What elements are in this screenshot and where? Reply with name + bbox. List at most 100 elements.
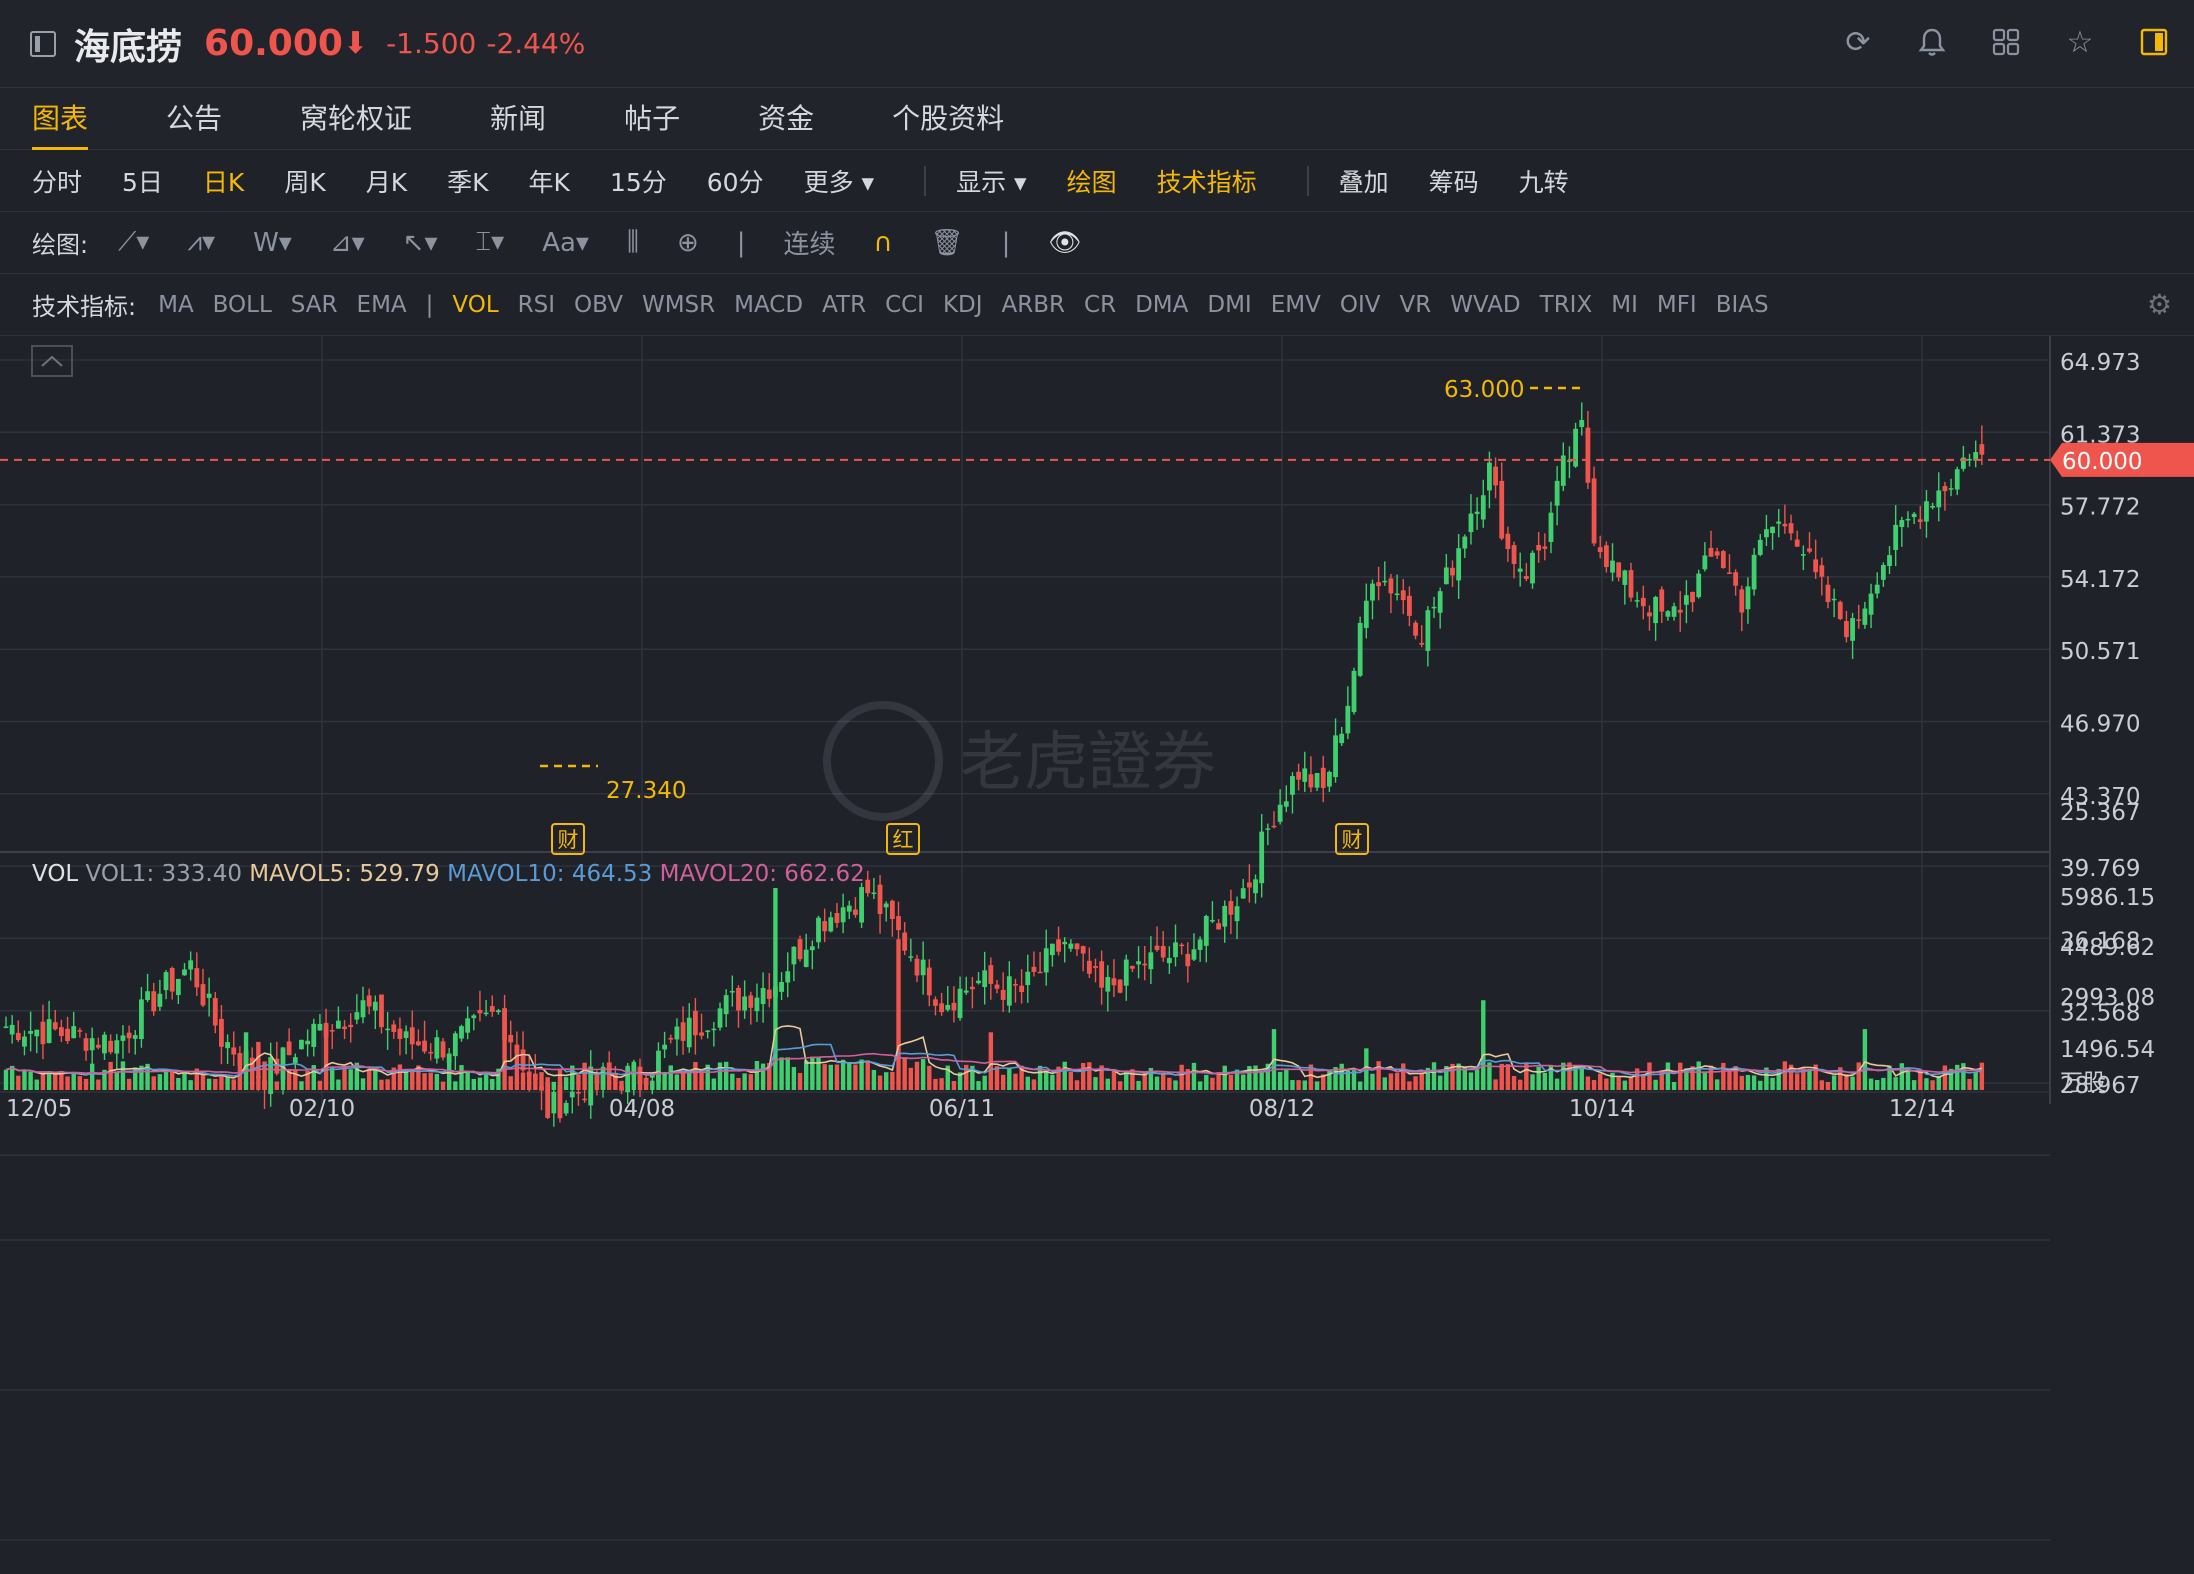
indicator-macd[interactable]: MACD — [734, 291, 804, 318]
magnet-icon[interactable]: ∩ — [873, 227, 893, 258]
indicator-wvad[interactable]: WVAD — [1450, 291, 1521, 318]
indicator-dma[interactable]: DMA — [1135, 291, 1189, 318]
tab-announcements[interactable]: 公告 — [166, 101, 223, 135]
price-chart[interactable]: 老虎證券 64.97361.37357.77254.17250.57146.97… — [0, 336, 2194, 1574]
indicator-wmsr[interactable]: WMSR — [641, 291, 716, 318]
candle-body — [1203, 915, 1209, 946]
indicator-emv[interactable]: EMV — [1270, 291, 1321, 318]
eye-icon[interactable]: 👁 — [1048, 227, 1082, 258]
period-daily[interactable]: 日K — [202, 167, 245, 197]
candle-body — [1597, 547, 1603, 552]
candle-tool-icon[interactable]: ⫼ — [626, 227, 639, 257]
volume-bar — [1825, 1081, 1831, 1090]
text-tool-icon[interactable]: Aa▾ — [542, 227, 589, 258]
channel-tool-icon[interactable]: ⩘▾ — [187, 227, 216, 257]
chevron-up-icon — [41, 355, 63, 367]
collapse-button[interactable] — [31, 345, 73, 377]
wave-tool-icon[interactable]: W▾ — [253, 227, 292, 258]
panel-toggle-icon[interactable] — [2136, 24, 2172, 60]
period-60min[interactable]: 60分 — [706, 167, 764, 197]
bell-icon[interactable] — [1914, 24, 1950, 60]
tab-news[interactable]: 新闻 — [490, 101, 547, 135]
display-dropdown[interactable]: 显示 ▾ — [956, 167, 1027, 197]
volume-bar — [816, 1057, 821, 1090]
period-5day[interactable]: 5日 — [122, 167, 163, 197]
indicator-dmi[interactable]: DMI — [1207, 291, 1252, 318]
drawing-toggle[interactable]: 绘图 — [1066, 167, 1117, 197]
chips-button[interactable]: 筹码 — [1428, 167, 1479, 197]
indicator-vr[interactable]: VR — [1399, 291, 1432, 318]
indicator-obv[interactable]: OBV — [574, 291, 623, 318]
candle-body — [1111, 978, 1117, 986]
indicator-kdj[interactable]: KDJ — [942, 291, 983, 318]
indicator-mi[interactable]: MI — [1611, 291, 1638, 318]
indicator-ema[interactable]: EMA — [356, 291, 407, 318]
period-monthly[interactable]: 月K — [365, 167, 408, 197]
volume-bar — [1967, 1078, 1972, 1090]
indicator-trix[interactable]: TRIX — [1539, 291, 1593, 318]
period-yearly[interactable]: 年K — [528, 167, 570, 197]
measure-tool-icon[interactable]: ⌶▾ — [475, 227, 505, 257]
arrow-tool-icon[interactable]: ↖▾ — [402, 227, 438, 258]
refresh-icon[interactable]: ⟳ — [1845, 24, 1871, 60]
settings-gear-icon[interactable]: ⚙ — [2146, 288, 2172, 321]
indicator-cci[interactable]: CCI — [885, 291, 924, 318]
indicator-bias[interactable]: BIAS — [1715, 291, 1769, 318]
sidebar-toggle-icon[interactable] — [30, 30, 56, 57]
volume-bar — [1875, 1079, 1880, 1090]
indicator-atr[interactable]: ATR — [822, 291, 867, 318]
indicator-cr[interactable]: CR — [1084, 291, 1117, 318]
indicator-arbr[interactable]: ARBR — [1001, 291, 1066, 318]
title-bar: 海底捞 60.000 ⬇ -1.500 -2.44% ⟳ ☆ — [0, 0, 2194, 88]
indicator-oiv[interactable]: OIV — [1339, 291, 1381, 318]
candle-body — [95, 1044, 101, 1048]
zoom-icon[interactable]: ⊕ — [676, 227, 699, 258]
indicator-sar[interactable]: SAR — [290, 291, 338, 318]
candle-body — [896, 916, 901, 931]
volume-bar — [619, 1080, 624, 1090]
continuous-draw-toggle[interactable]: 连续 — [783, 230, 836, 260]
indicator-ma[interactable]: MA — [158, 291, 194, 318]
volume-bar — [1893, 1077, 1898, 1090]
trash-icon[interactable]: 🗑 — [930, 227, 964, 258]
indicator-mfi[interactable]: MFI — [1656, 291, 1697, 318]
candle-body — [1173, 942, 1178, 958]
candle-body — [1690, 592, 1695, 603]
candle-body — [822, 921, 828, 932]
line-tool-icon[interactable]: ⟋▾ — [118, 227, 150, 257]
volume-bar — [366, 1069, 372, 1090]
price-axis-label: 43.370 — [2060, 784, 2140, 810]
period-weekly[interactable]: 周K — [284, 167, 326, 197]
candle-body — [305, 1040, 311, 1045]
candle-body — [1683, 595, 1689, 605]
tab-profile[interactable]: 个股资料 — [892, 101, 1005, 135]
grid-icon[interactable] — [1988, 24, 2024, 60]
volume-bar — [34, 1079, 39, 1090]
candle-body — [1548, 512, 1554, 543]
period-intraday[interactable]: 分时 — [32, 167, 83, 197]
tab-chart[interactable]: 图表 — [32, 88, 89, 150]
candle-body — [1068, 943, 1074, 949]
candle-body — [1049, 943, 1055, 956]
indicators-toggle[interactable]: 技术指标 — [1156, 167, 1257, 197]
candle-body — [976, 980, 981, 984]
candle-body — [871, 892, 877, 895]
period-quarterly[interactable]: 季K — [447, 167, 489, 197]
period-more-dropdown[interactable]: 更多 ▾ — [803, 167, 875, 197]
tab-warrants[interactable]: 窝轮权证 — [300, 101, 413, 135]
indicator-rsi[interactable]: RSI — [517, 291, 556, 318]
period-15min[interactable]: 15分 — [609, 167, 667, 197]
star-icon[interactable]: ☆ — [2066, 24, 2094, 60]
volume-bar — [613, 1079, 618, 1090]
candle-body — [1924, 501, 1929, 522]
candle-body — [1813, 559, 1819, 573]
tab-posts[interactable]: 帖子 — [624, 101, 681, 135]
fib-tool-icon[interactable]: ⊿▾ — [329, 227, 365, 258]
td-nine-button[interactable]: 九转 — [1518, 167, 1569, 197]
volume-bar — [1610, 1072, 1615, 1090]
indicator-boll[interactable]: BOLL — [212, 291, 272, 318]
indicator-vol[interactable]: VOL — [452, 291, 499, 318]
overlay-button[interactable]: 叠加 — [1338, 167, 1389, 197]
candle-body — [889, 900, 895, 920]
tab-capital[interactable]: 资金 — [758, 101, 815, 135]
